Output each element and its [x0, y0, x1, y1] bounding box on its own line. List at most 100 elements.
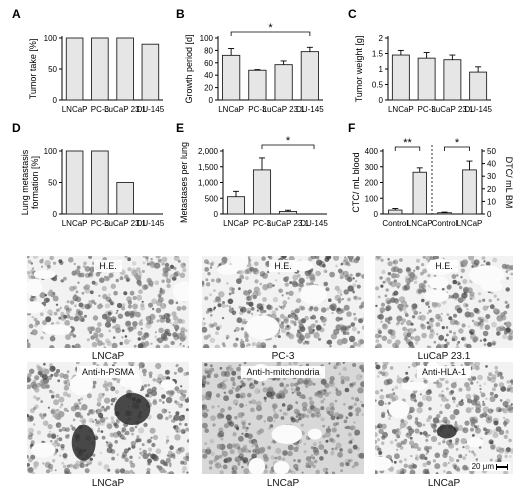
y-tick-label: 1.5	[372, 50, 384, 59]
significance-bracket	[444, 146, 470, 151]
histology-tile: Anti-HLA-1 20 μm	[375, 362, 513, 474]
tissue-image	[375, 362, 513, 474]
x-tick-label: LNCaP	[407, 219, 433, 228]
significance-bracket	[261, 144, 315, 149]
bar	[443, 59, 462, 101]
y-axis-label: Tumor weight [g]	[354, 36, 364, 103]
x-tick-label: DU-145	[137, 219, 165, 228]
x-tick-label: LNCaP	[62, 105, 88, 114]
y-tick-label: 40	[487, 160, 496, 169]
tissue-image	[27, 256, 189, 348]
tile-caption: LuCaP 23.1	[417, 351, 471, 362]
bar	[437, 212, 452, 215]
bar	[252, 169, 272, 215]
y-tick-label: 50	[487, 147, 496, 156]
tile-caption: LNCaP	[266, 478, 300, 489]
histology-tile: H.E.	[375, 256, 513, 348]
y-tick-label: 100	[200, 34, 214, 43]
x-tick-label: PC-3	[91, 219, 110, 228]
scale-bar: 20 μm	[469, 462, 510, 471]
stain-label: Anti-h-mitchondria	[241, 366, 325, 378]
bar	[91, 150, 109, 215]
y-tick-label: 1,000	[198, 179, 219, 188]
x-tick-label: PC-3	[418, 105, 437, 114]
y-tick-label: 300	[365, 163, 379, 172]
y-tick-label: 0	[374, 210, 379, 219]
bar	[226, 196, 246, 215]
bar	[222, 54, 241, 101]
stain-label: H.E.	[269, 260, 297, 272]
x-tick-label: LNCaP	[223, 219, 249, 228]
tile-caption: PC-3	[271, 351, 295, 362]
x-tick-label: LuCaP 23.1	[431, 105, 474, 114]
y-tick-label: 100	[44, 147, 58, 156]
y-tick-label: 100	[365, 194, 379, 203]
histology-tile: Anti-h-PSMA	[27, 362, 189, 474]
y-axis-label: Lung metastasis	[20, 149, 30, 215]
x-tick-label: LNCaP	[218, 105, 244, 114]
y-tick-label: 200	[365, 179, 379, 188]
significance-mark: *	[286, 135, 291, 147]
y-axis-label: formation [%]	[30, 156, 40, 209]
x-tick-label: PC-3	[91, 105, 110, 114]
tissue-image	[27, 362, 189, 474]
stain-label: H.E.	[94, 260, 122, 272]
y-tick-label: 1	[379, 65, 384, 74]
bar	[248, 69, 267, 101]
y-tick-label: 0	[209, 96, 214, 105]
y-axis-label: Metastases per lung	[179, 142, 189, 223]
histology-tile: Anti-h-mitchondria	[202, 362, 364, 474]
stain-label: Anti-HLA-1	[416, 366, 471, 378]
y-tick-label: 0	[487, 210, 492, 219]
x-tick-label: LuCaP 23.1	[104, 219, 147, 228]
y-tick-label: 60	[204, 59, 213, 68]
y-tick-label: 20	[204, 84, 213, 93]
x-tick-label: DU-145	[300, 219, 328, 228]
x-tick-label: DU-145	[296, 105, 324, 114]
y-tick-label: 2,000	[198, 147, 219, 156]
y-tick-label: 0.5	[372, 81, 384, 90]
x-tick-label: DU-145	[137, 105, 165, 114]
histology-tile: H.E.	[202, 256, 364, 348]
histology-tile: H.E.	[27, 256, 189, 348]
panel-letter: C	[348, 7, 357, 21]
y-tick-label: 40	[204, 71, 213, 80]
y-tick-label: 400	[365, 147, 379, 156]
bar	[65, 150, 84, 215]
significance-bracket	[394, 146, 421, 151]
y-axis-label: CTC/ mL blood	[351, 152, 361, 212]
bar	[91, 37, 109, 101]
y-tick-label: 0	[379, 96, 384, 105]
panel-letter: E	[176, 121, 184, 135]
significance-mark: **	[403, 137, 412, 149]
y-axis-label: Growth period [d]	[184, 34, 194, 103]
panel-letter: D	[12, 121, 21, 135]
y-tick-label: 50	[48, 179, 57, 188]
panel-letter: B	[176, 7, 185, 21]
bar	[391, 54, 410, 101]
significance-mark: *	[268, 22, 273, 34]
panel-letter: F	[348, 121, 355, 135]
stain-label: H.E.	[430, 260, 458, 272]
bar	[412, 171, 427, 215]
y-axis-label: DTC/ mL BM	[504, 157, 514, 209]
y-tick-label: 30	[487, 172, 496, 181]
y-tick-label: 50	[48, 65, 57, 74]
bar	[417, 57, 436, 101]
y-tick-label: 0	[214, 210, 219, 219]
tile-caption: LNCaP	[91, 478, 125, 489]
y-tick-label: 80	[204, 46, 213, 55]
tile-caption: LNCaP	[427, 478, 461, 489]
x-tick-label: LuCaP 23.1	[104, 105, 147, 114]
bar	[300, 51, 319, 101]
y-tick-label: 500	[205, 194, 219, 203]
stain-label: Anti-h-PSMA	[76, 366, 139, 378]
bar	[65, 37, 84, 101]
x-tick-label: DU-145	[464, 105, 492, 114]
bar	[469, 71, 488, 101]
y-axis-label: Tumor take [%]	[28, 39, 38, 100]
x-tick-label: Control	[432, 219, 458, 228]
x-tick-label: LNCaP	[388, 105, 414, 114]
